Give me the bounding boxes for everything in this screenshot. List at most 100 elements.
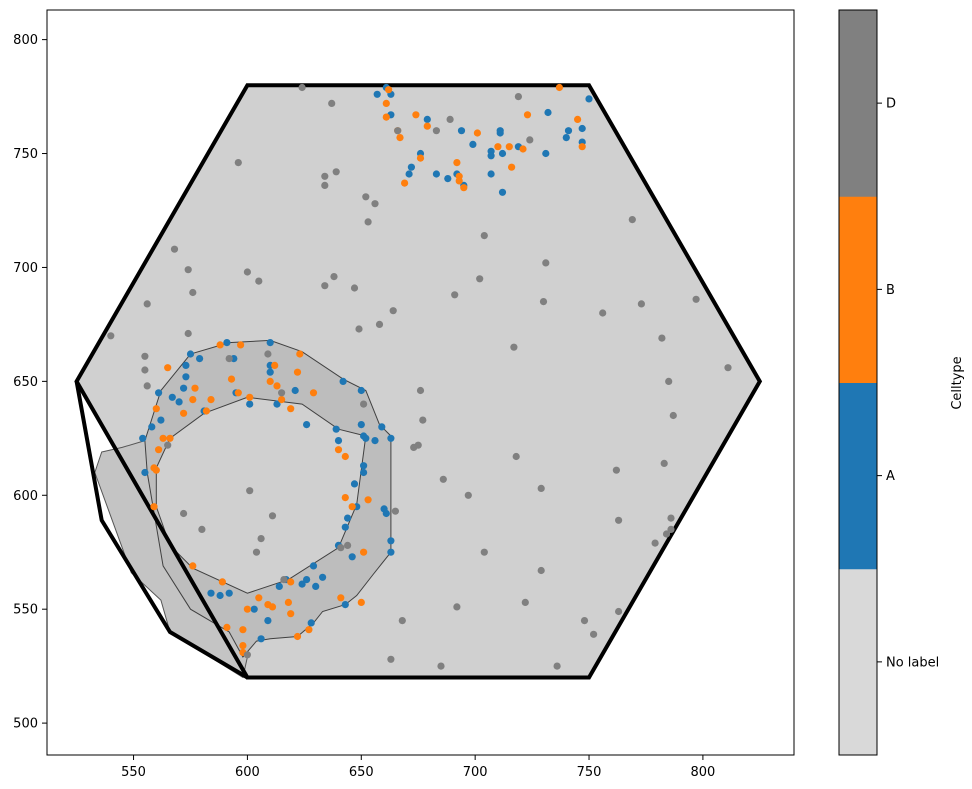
point-D (665, 377, 673, 385)
point-D (198, 525, 206, 534)
point-B (255, 594, 263, 602)
y-tick-label: 700 (13, 261, 38, 276)
point-B (296, 350, 304, 358)
point-D (612, 466, 621, 474)
point-A (207, 589, 215, 597)
point-A (309, 562, 318, 570)
point-A (246, 400, 254, 408)
colorbar-frame (838, 9, 878, 756)
point-A (175, 398, 183, 406)
point-B (293, 368, 302, 376)
point-A (360, 462, 368, 470)
point-B (523, 111, 532, 119)
point-D (662, 530, 671, 538)
point-D (464, 491, 472, 499)
point-B (396, 134, 404, 142)
point-A (275, 582, 283, 591)
point-B (159, 434, 167, 442)
point-D (225, 355, 233, 363)
point-A (469, 140, 477, 148)
point-D (453, 603, 461, 611)
point-D (264, 350, 272, 358)
point-D (660, 459, 668, 467)
point-B (555, 83, 564, 92)
point-A (378, 423, 386, 431)
point-D (637, 300, 646, 308)
point-B (273, 382, 281, 390)
point-D (526, 136, 534, 144)
point-B (360, 548, 368, 556)
point-B (401, 179, 409, 187)
point-D (184, 329, 192, 338)
point-A (496, 127, 504, 135)
point-B (357, 598, 365, 607)
y-tick-label: 800 (13, 33, 38, 48)
point-A (564, 127, 573, 135)
point-B (191, 384, 199, 392)
colorbar-tick-label: B (886, 283, 895, 298)
point-A (487, 170, 495, 178)
point-A (371, 437, 379, 445)
point-A (196, 355, 204, 363)
x-tick-label: 700 (463, 765, 488, 780)
point-D (539, 298, 548, 306)
point-D (321, 282, 329, 290)
point-B (266, 377, 274, 385)
point-D (298, 83, 306, 92)
point-A (186, 350, 195, 358)
point-D (389, 307, 397, 315)
point-B (234, 389, 242, 397)
point-B (207, 396, 215, 404)
point-B (216, 341, 224, 349)
point-D (184, 266, 192, 274)
point-A (387, 537, 395, 545)
point-B (202, 407, 210, 415)
point-A (168, 393, 176, 401)
point-B (287, 610, 295, 618)
point-A (585, 95, 593, 103)
point-A (487, 152, 495, 160)
point-A (334, 437, 343, 445)
point-A (307, 619, 315, 627)
point-B (227, 375, 236, 383)
point-D (590, 630, 598, 638)
outer-boundary (74, 381, 249, 680)
point-B (164, 364, 172, 372)
point-A (264, 617, 272, 625)
point-B (237, 341, 245, 349)
point-B (243, 605, 251, 613)
point-A (544, 108, 552, 117)
point-B (341, 494, 349, 502)
point-B (239, 626, 247, 634)
x-tick-label: 750 (577, 765, 602, 780)
x-axis: 550 600 650 700 750 800 (121, 755, 715, 780)
point-D (476, 275, 484, 283)
point-B (473, 129, 481, 137)
point-D (580, 617, 589, 625)
point-B (519, 145, 527, 153)
point-A (141, 468, 149, 477)
point-A (578, 124, 586, 133)
point-B (382, 113, 390, 121)
point-D (521, 598, 529, 607)
point-B (287, 578, 295, 586)
point-B (189, 396, 197, 404)
point-D (553, 662, 561, 670)
point-B (152, 405, 160, 413)
point-A (148, 423, 156, 431)
point-B (180, 409, 188, 417)
point-B (578, 143, 586, 151)
point-D (514, 93, 523, 101)
point-D (480, 232, 488, 240)
point-D (398, 617, 406, 625)
point-B (268, 603, 277, 611)
point-A (319, 573, 327, 581)
point-D (364, 218, 372, 226)
point-D (143, 300, 151, 308)
point-A (405, 170, 413, 178)
point-A (444, 175, 452, 183)
colorbar-segment (839, 10, 877, 197)
point-A (373, 90, 381, 98)
point-D (189, 288, 197, 297)
point-A (357, 386, 365, 395)
